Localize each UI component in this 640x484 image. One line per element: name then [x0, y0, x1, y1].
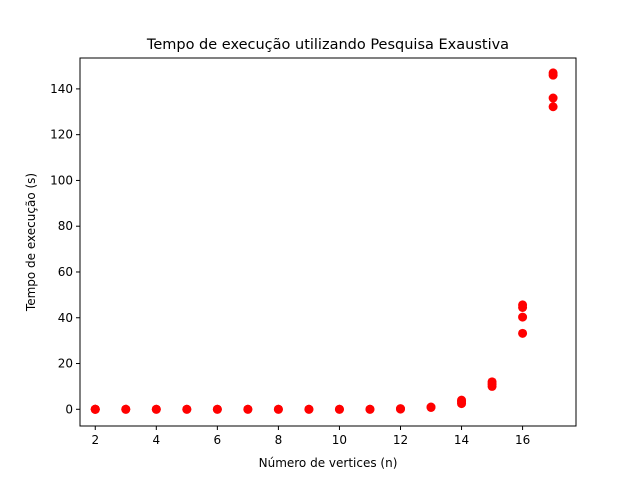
x-tick-label: 14: [454, 433, 469, 447]
x-axis-ticks: 2 4 6 8 10 12 14 16: [91, 426, 530, 447]
data-point: [548, 93, 558, 103]
chart-title: Tempo de execução utilizando Pesquisa Ex…: [146, 37, 509, 53]
x-tick-label: 12: [393, 433, 408, 447]
x-tick-label: 16: [515, 433, 530, 447]
plot-area-frame: [79, 57, 577, 427]
data-point: [548, 102, 558, 112]
data-point: [395, 404, 405, 414]
data-point: [151, 404, 161, 414]
y-tick-label: 0: [65, 402, 73, 416]
y-axis-label: Tempo de execução (s): [24, 173, 38, 312]
y-tick-label: 140: [50, 82, 73, 96]
data-point: [487, 377, 497, 387]
data-point: [365, 404, 375, 414]
data-point: [182, 404, 192, 414]
x-tick-label: 6: [214, 433, 222, 447]
data-point: [90, 404, 100, 414]
data-point: [334, 404, 344, 414]
y-tick-label: 80: [58, 219, 73, 233]
x-axis-label: Número de vertices (n): [259, 456, 398, 470]
y-tick-label: 120: [50, 128, 73, 142]
y-axis-ticks: 0 20 40 60 80 100 120 140: [50, 82, 80, 416]
x-tick-label: 4: [152, 433, 160, 447]
data-point: [548, 68, 558, 78]
data-point: [121, 404, 131, 414]
data-point: [426, 402, 436, 412]
data-point: [304, 404, 314, 414]
data-point: [518, 328, 528, 338]
data-point: [212, 404, 222, 414]
y-tick-label: 60: [58, 265, 73, 279]
data-point: [243, 404, 253, 414]
y-tick-label: 100: [50, 173, 73, 187]
points-layer: [90, 68, 558, 414]
data-point: [273, 404, 283, 414]
x-tick-label: 2: [91, 433, 99, 447]
data-point: [518, 312, 528, 322]
data-point: [457, 395, 467, 405]
y-tick-label: 20: [58, 357, 73, 371]
x-tick-label: 8: [275, 433, 283, 447]
data-point: [518, 300, 528, 310]
x-tick-label: 10: [332, 433, 347, 447]
y-tick-label: 40: [58, 311, 73, 325]
